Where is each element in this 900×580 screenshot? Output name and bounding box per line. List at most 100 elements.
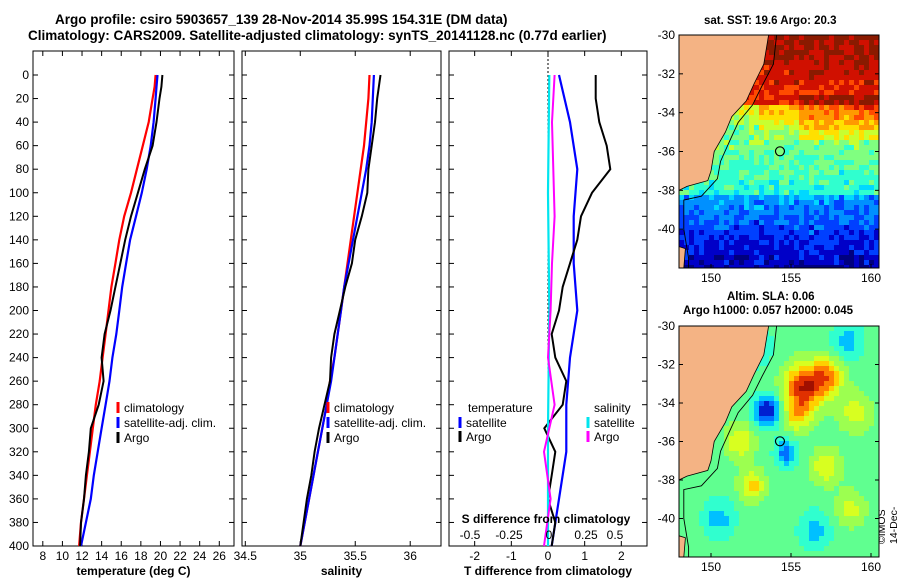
sla-map-cell: [744, 411, 750, 417]
temperature-lines: [78, 74, 164, 547]
sla-map-cell: [744, 391, 750, 397]
sla-map-cell: [809, 491, 815, 497]
sst-map-cell: [684, 200, 690, 206]
sst-map-cell: [844, 175, 850, 181]
sla-map-cell: [724, 516, 730, 522]
sla-map-cell: [734, 536, 740, 542]
sst-map-cell: [849, 130, 855, 136]
sla-map-cell: [799, 466, 805, 472]
sla-map-cell: [874, 386, 879, 392]
differences-xtick-label: -1: [506, 549, 517, 563]
sst-map-cell: [854, 180, 860, 186]
sst-map-cell: [809, 180, 815, 186]
sst-map-cell: [799, 135, 805, 141]
sst-map-ytick-label: -38: [658, 183, 676, 197]
sla-map-cell: [804, 416, 810, 422]
sla-map-cell: [719, 441, 725, 447]
sla-map-cell: [779, 496, 785, 502]
sst-map-cell: [689, 210, 695, 216]
sla-map-cell: [839, 326, 845, 332]
sst-map-cell: [759, 110, 765, 116]
sst-map-cell: [764, 185, 770, 191]
sst-map-cell: [769, 135, 775, 141]
sla-map-cell: [819, 461, 825, 467]
sla-map-cell: [824, 326, 830, 332]
sla-map-cell: [779, 416, 785, 422]
sla-map-cell: [854, 486, 860, 492]
sst-map-cell: [724, 200, 730, 206]
sst-map-cell: [794, 170, 800, 176]
sla-map-cell: [779, 341, 785, 347]
diff-s-xtick-label: -0.5: [460, 528, 481, 542]
sst-map-cell: [819, 95, 825, 101]
sst-map-cell: [764, 110, 770, 116]
sst-map-cell: [744, 220, 750, 226]
sst-map-cell: [824, 35, 830, 41]
sst-map-cell: [834, 170, 840, 176]
sst-map-cell: [839, 140, 845, 146]
sst-map-cell: [759, 85, 765, 91]
sla-map-cell: [779, 456, 785, 462]
sla-map-cell: [769, 456, 775, 462]
sst-map-cell: [819, 250, 825, 256]
sla-map-cell: [809, 346, 815, 352]
sla-map-cell: [839, 406, 845, 412]
sla-map-cell: [869, 326, 875, 332]
sla-map-cell: [819, 366, 825, 372]
sst-map-cell: [739, 190, 745, 196]
sst-map-cell: [729, 125, 735, 131]
sla-map-cell: [824, 506, 830, 512]
sla-map-cell: [749, 456, 755, 462]
sst-map-cell: [774, 155, 780, 161]
sla-map-cell: [809, 326, 815, 332]
sst-map-cell: [834, 175, 840, 181]
sla-map-cell: [804, 476, 810, 482]
sst-map-cell: [784, 95, 790, 101]
sst-map-cell: [824, 210, 830, 216]
sst-map-cell: [739, 200, 745, 206]
sst-map-cell: [829, 50, 835, 56]
sla-map-cell: [784, 471, 790, 477]
sla-map-cell: [689, 546, 695, 552]
sla-map-cell: [804, 346, 810, 352]
sla-map-cell: [774, 511, 780, 517]
sla-map-cell: [724, 531, 730, 537]
sla-map-cell: [804, 386, 810, 392]
sla-map-cell: [689, 516, 695, 522]
sst-map-cell: [724, 240, 730, 246]
sst-map-cell: [794, 75, 800, 81]
sla-map-cell: [724, 521, 730, 527]
sst-map-cell: [789, 55, 795, 61]
sst-map-cell: [754, 145, 760, 151]
sst-map-cell: [744, 140, 750, 146]
sst-map-cell: [794, 115, 800, 121]
sla-map-cell: [749, 506, 755, 512]
sla-map-title-1: Altim. SLA: 0.06: [727, 291, 815, 303]
sla-map-cell: [719, 486, 725, 492]
sla-map-cell: [729, 406, 735, 412]
sla-map-cell: [764, 471, 770, 477]
sla-map-cell: [834, 441, 840, 447]
sla-map-cell: [819, 501, 825, 507]
sst-map-cell: [849, 160, 855, 166]
sla-map-cell: [864, 466, 870, 472]
sst-map-cell: [834, 90, 840, 96]
sst-map-cell: [714, 210, 720, 216]
sst-map-cell: [784, 140, 790, 146]
sst-map-cell: [684, 210, 690, 216]
sst-map-cell: [789, 170, 795, 176]
sla-map-cell: [804, 396, 810, 402]
sst-map-cell: [839, 130, 845, 136]
sla-map-land-south: [679, 535, 686, 557]
sst-map-cell: [829, 205, 835, 211]
sla-map-cell: [789, 411, 795, 417]
sst-map-cell: [869, 80, 875, 86]
sst-map-cell: [714, 230, 720, 236]
sla-map-cell: [839, 401, 845, 407]
sst-map-cell: [819, 105, 825, 111]
sst-map-cell: [714, 185, 720, 191]
sst-map-cell: [779, 210, 785, 216]
sst-map-cell: [829, 45, 835, 51]
sst-map-cell: [819, 185, 825, 191]
sla-map-cell: [799, 521, 805, 527]
